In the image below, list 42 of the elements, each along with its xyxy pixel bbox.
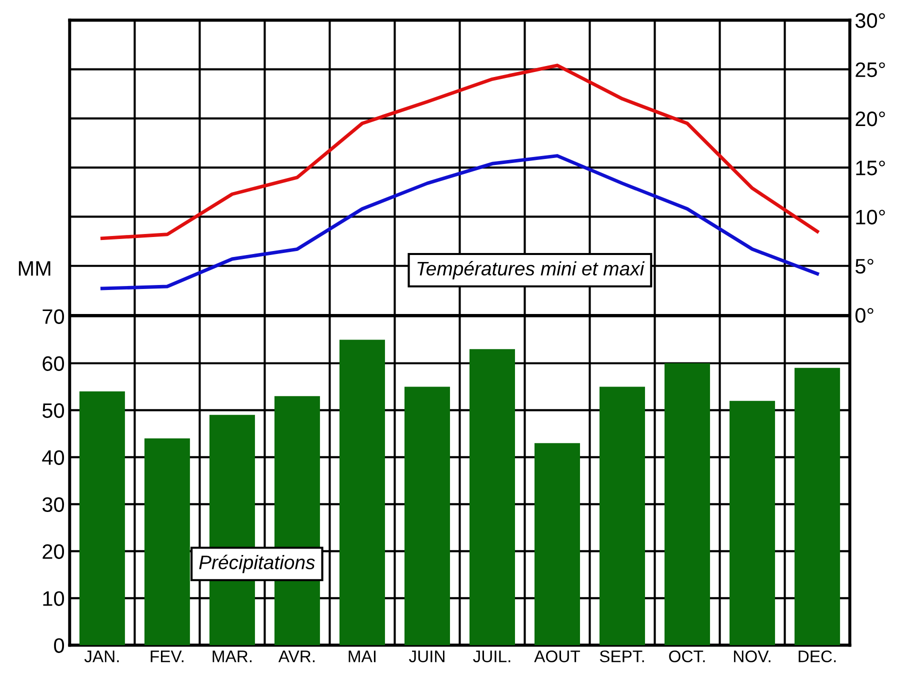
- y2-tick-label: 10°: [856, 210, 885, 224]
- x-tick-label: MAR.: [212, 650, 252, 662]
- x-tick-label: MAI: [348, 650, 376, 662]
- y2-tick-label: 5°: [855, 258, 874, 274]
- y-axis-title: MM: [18, 261, 50, 276]
- bar: [469, 349, 515, 646]
- bar: [730, 400, 776, 646]
- y-tick-label: 30: [42, 497, 64, 512]
- bar: [79, 391, 125, 646]
- x-tick-label: OCT.: [669, 650, 705, 662]
- x-tick-label: SEPT.: [600, 650, 644, 662]
- x-tick-label: JAN.: [84, 650, 119, 662]
- line-series: [100, 64, 820, 240]
- annotation: Précipitations: [199, 554, 315, 574]
- annotation: Températures mini et maxi: [418, 261, 645, 280]
- line-series: [100, 154, 820, 290]
- x-tick-label: DEC.: [798, 650, 836, 662]
- y-tick-label: 20: [42, 544, 64, 559]
- y2-tick-label: 30°: [855, 13, 885, 28]
- bar: [144, 438, 190, 646]
- y2-tick-label: 25°: [856, 62, 885, 78]
- y-tick-label: 40: [42, 450, 64, 465]
- bar: [664, 363, 710, 646]
- bar: [534, 443, 580, 646]
- y-tick-label: 70: [42, 309, 64, 324]
- x-tick-label: JUIN: [408, 650, 444, 662]
- x-tick-label: NOV.: [734, 650, 770, 662]
- x-tick-label: JUIL.: [473, 650, 510, 662]
- bar: [600, 386, 646, 646]
- bar: [794, 368, 840, 646]
- y-tick-label: 0: [54, 638, 64, 653]
- y-tick-label: 50: [42, 403, 64, 418]
- y2-tick-label: 15°: [856, 160, 885, 176]
- x-tick-label: AOUT: [534, 650, 580, 662]
- y2-tick-label: 0°: [855, 308, 874, 323]
- x-tick-label: AVR.: [278, 650, 315, 662]
- x-tick-label: FEV.: [150, 650, 184, 662]
- y2-tick-label: 20°: [856, 111, 885, 126]
- y-tick-label: 60: [42, 356, 64, 371]
- y-tick-label: 10: [43, 591, 64, 606]
- bar: [339, 340, 385, 646]
- bar: [404, 386, 450, 646]
